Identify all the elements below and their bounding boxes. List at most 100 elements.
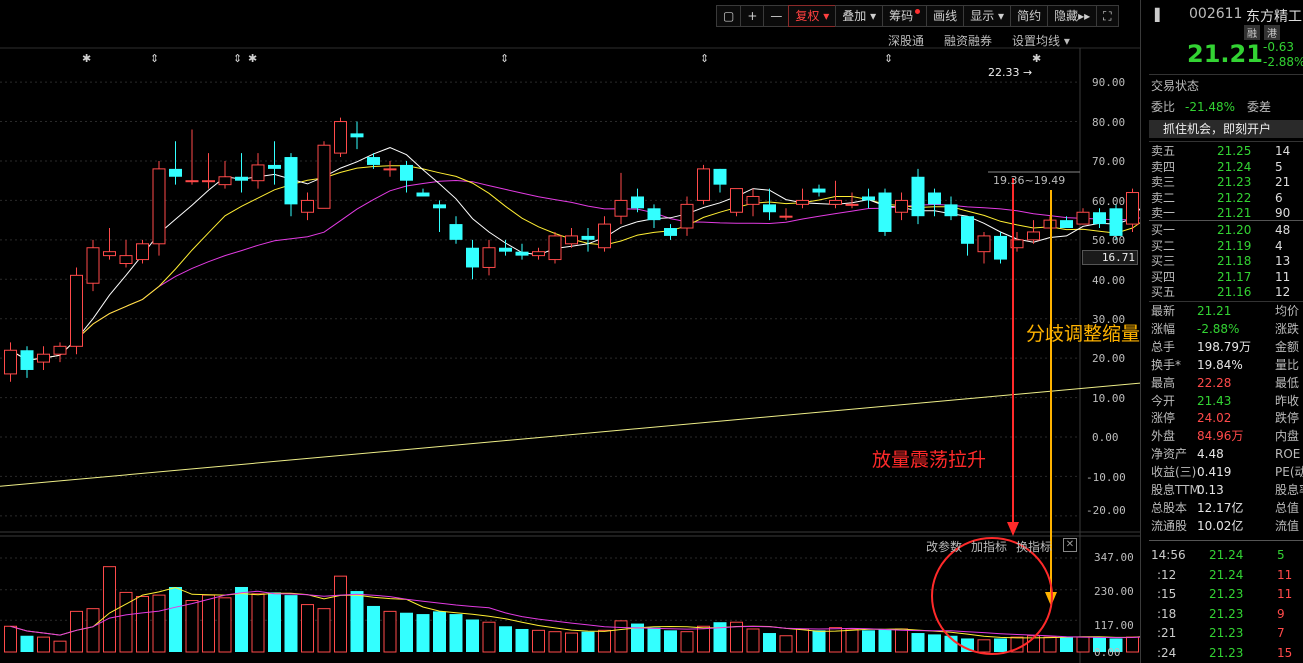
- event-marker-icon[interactable]: ✱: [82, 52, 92, 65]
- event-marker-icon[interactable]: ✱: [248, 52, 258, 65]
- toolbar-display-button[interactable]: 显示 ▾: [963, 5, 1012, 27]
- volume-bar: [119, 591, 133, 653]
- candle-body: [86, 247, 100, 284]
- tick-row: :15 21.23 11: [1151, 586, 1303, 603]
- link-hk-connect[interactable]: 深股通: [888, 34, 925, 48]
- bid-label: 买三: [1151, 254, 1176, 268]
- stat-row: 最新 21.21 均价: [1151, 303, 1303, 320]
- stat-label: 收益(三): [1151, 465, 1197, 480]
- link-ma-settings[interactable]: 设置均线 ▾: [1012, 32, 1070, 49]
- volume-bar: [928, 634, 941, 652]
- toolbar-lock-button[interactable]: ▢: [716, 5, 742, 27]
- collapse-icon[interactable]: ▌: [1155, 8, 1165, 22]
- link-margin-trading[interactable]: 融资融券: [944, 34, 993, 48]
- notification-dot-icon: [915, 9, 921, 14]
- open-account-banner[interactable]: 抓住机会，即刻开户: [1149, 120, 1303, 138]
- candle-body: [779, 215, 793, 218]
- candle-body: [631, 196, 644, 209]
- candle-body: [977, 235, 991, 253]
- ask-label: 卖三: [1151, 175, 1176, 189]
- toolbar-draw-button[interactable]: 画线: [926, 5, 965, 27]
- volume-bar: [37, 636, 50, 653]
- link-switch-indicator[interactable]: 换指标: [1016, 540, 1053, 554]
- chart-area[interactable]: ▢ + — 复权 ▾ 叠加 ▾ 筹码 画线 显示 ▾ 简约 隐藏▸▸ ⛶ 深股通…: [0, 0, 1140, 663]
- toolbar-hide-button[interactable]: 隐藏▸▸: [1047, 5, 1098, 27]
- event-marker-icon[interactable]: ⇕: [500, 52, 510, 65]
- price-tick: 70.00: [1092, 155, 1126, 168]
- candlestick-chart-svg[interactable]: [0, 0, 1140, 663]
- tick-time: :12: [1157, 567, 1177, 582]
- price-tick: 40.00: [1092, 274, 1126, 287]
- bid-volume: 13: [1275, 254, 1291, 268]
- price-tick: 90.00: [1092, 76, 1126, 89]
- bid-label: 买四: [1151, 269, 1176, 284]
- volume-bar: [697, 625, 710, 653]
- volume-bar: [845, 628, 859, 653]
- stat-label: 换手*: [1151, 357, 1182, 372]
- volume-bar: [763, 633, 776, 652]
- candle-body: [383, 168, 397, 171]
- stat-label: 总手: [1151, 339, 1176, 354]
- tick-volume: 9: [1277, 606, 1285, 621]
- bid-volume: 11: [1275, 269, 1291, 284]
- event-marker-icon[interactable]: ⇕: [150, 52, 160, 65]
- volume-bar: [103, 566, 116, 653]
- stat-label-right: 昨收: [1275, 393, 1300, 408]
- candle-body: [730, 188, 743, 213]
- candle-body: [218, 176, 232, 186]
- volume-bar: [218, 597, 232, 653]
- tick-volume: 11: [1277, 567, 1293, 582]
- volume-bar: [1126, 636, 1139, 653]
- candle-body: [928, 192, 941, 205]
- bid-price: 21.16: [1217, 285, 1252, 299]
- toolbar-fuquan-button[interactable]: 复权 ▾: [788, 5, 837, 27]
- toolbar-chips-button[interactable]: 筹码: [882, 5, 928, 27]
- bid-volume: 12: [1275, 285, 1291, 299]
- toolbar-simple-button[interactable]: 简约: [1010, 5, 1049, 27]
- stat-label-right: 内盘: [1275, 429, 1300, 444]
- candle-body: [812, 188, 826, 193]
- annotation-surge: 放量震荡拉升: [872, 449, 987, 471]
- volume-bar: [994, 638, 1007, 652]
- ask-price: 21.21: [1217, 206, 1252, 220]
- tick-price: 21.23: [1209, 587, 1244, 601]
- toolbar-zoom-in-button[interactable]: +: [740, 5, 765, 27]
- volume-bar: [647, 627, 661, 652]
- candle-body: [119, 255, 133, 265]
- bid-label: 买一: [1151, 223, 1176, 237]
- ask-row: 卖三 21.23 21: [1151, 174, 1303, 191]
- event-marker-icon[interactable]: ⇕: [884, 52, 894, 65]
- indicator-links: 改参数 加指标 换指标: [926, 538, 1052, 555]
- toolbar-overlay-button[interactable]: 叠加 ▾: [835, 5, 884, 27]
- volume-bar: [466, 619, 479, 652]
- volume-bar: [1093, 637, 1106, 652]
- candle-body: [400, 164, 413, 181]
- candle-body: [1093, 212, 1106, 225]
- event-marker-icon[interactable]: ✱: [1032, 52, 1042, 65]
- candle-body: [433, 204, 446, 209]
- toolbar-zoom-out-button[interactable]: —: [763, 5, 790, 27]
- fullscreen-button[interactable]: ⛶: [1096, 5, 1119, 27]
- tick-row: :24 21.23 15: [1151, 645, 1303, 662]
- candle-body: [103, 251, 116, 257]
- vol-ma10-line: [10, 590, 1140, 639]
- bid-volume: 48: [1275, 223, 1291, 237]
- link-edit-params[interactable]: 改参数: [926, 540, 963, 554]
- stat-label-right: 流值: [1275, 518, 1300, 533]
- volume-bar: [383, 610, 397, 653]
- bid-row: 买三 21.18 13: [1151, 253, 1303, 270]
- stat-value: 10.02亿: [1197, 518, 1244, 533]
- ask-price: 21.22: [1217, 190, 1252, 205]
- volume-bar: [829, 627, 842, 653]
- event-marker-icon[interactable]: ⇕: [700, 52, 710, 65]
- volume-bar: [779, 635, 793, 653]
- candle-body: [4, 349, 17, 375]
- ma10-line: [10, 165, 1140, 361]
- event-marker-icon[interactable]: ⇕: [233, 52, 243, 65]
- volume-bar: [614, 620, 628, 653]
- close-icon[interactable]: ✕: [1063, 538, 1077, 552]
- chips-label: 筹码: [889, 9, 914, 23]
- link-add-indicator[interactable]: 加指标: [971, 540, 1008, 554]
- stat-label: 今开: [1151, 393, 1176, 408]
- candle-body: [268, 164, 281, 169]
